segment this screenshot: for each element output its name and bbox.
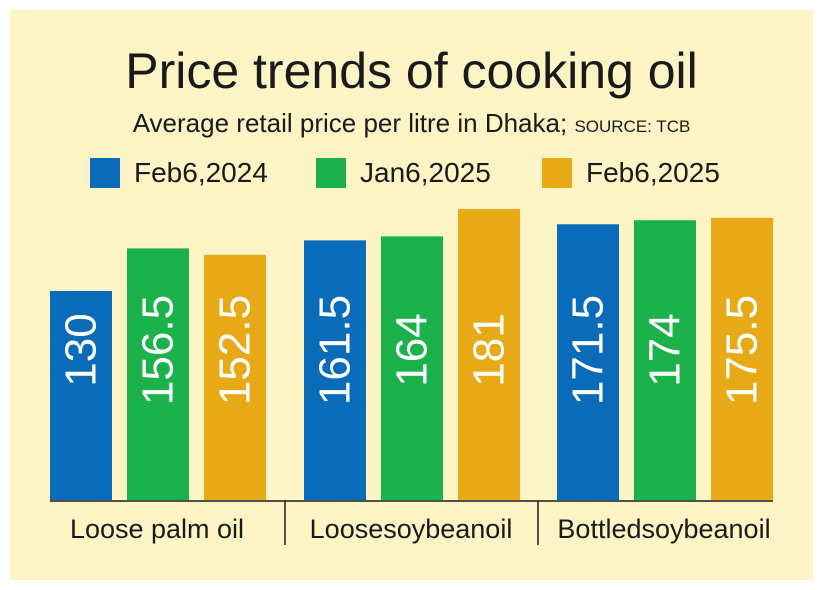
category-label: Loosesoybeanoil [310, 514, 513, 544]
legend-item-jan2025: Jan6,2025 [316, 158, 491, 188]
legend-item-feb2025: Feb6,2025 [542, 158, 720, 188]
bar-value-label: 152.5 [211, 295, 260, 405]
bar-value-label: 175.5 [718, 295, 767, 405]
category-label: Bottledsoybeanoil [557, 514, 770, 544]
bar-value-label: 156.5 [134, 295, 183, 405]
subtitle-text: Average retail price per litre in Dhaka; [132, 108, 568, 138]
bar-value-label: 164 [388, 313, 437, 386]
category-label: Loose palm oil [70, 514, 244, 544]
bar [204, 254, 266, 500]
bar-value-label: 174 [641, 313, 690, 386]
bar [557, 224, 619, 500]
chart-title: Price trends of cooking oil [125, 43, 698, 99]
bar [711, 217, 773, 501]
legend-label-jan2025: Jan6,2025 [360, 157, 491, 188]
legend-swatch-feb2025 [542, 158, 572, 188]
legend-item-feb2024: Feb6,2024 [90, 158, 268, 188]
bar [458, 209, 520, 500]
bar [634, 220, 696, 500]
chart-subtitle: Average retail price per litre in Dhaka;… [0, 110, 823, 136]
bar [127, 248, 189, 500]
bar [50, 290, 112, 500]
source-note: SOURCE: TCB [574, 117, 691, 136]
legend-swatch-jan2025 [316, 158, 346, 188]
legend-swatch-feb2024 [90, 158, 120, 188]
bar [381, 236, 443, 501]
bar-value-label: 181 [465, 313, 514, 386]
legend-label-feb2024: Feb6,2024 [134, 157, 268, 188]
bar-value-label: 171.5 [564, 295, 613, 405]
bar-value-label: 130 [57, 313, 106, 386]
bar [304, 240, 366, 500]
bar-value-label: 161.5 [311, 295, 360, 405]
legend-label-feb2025: Feb6,2025 [586, 157, 720, 188]
